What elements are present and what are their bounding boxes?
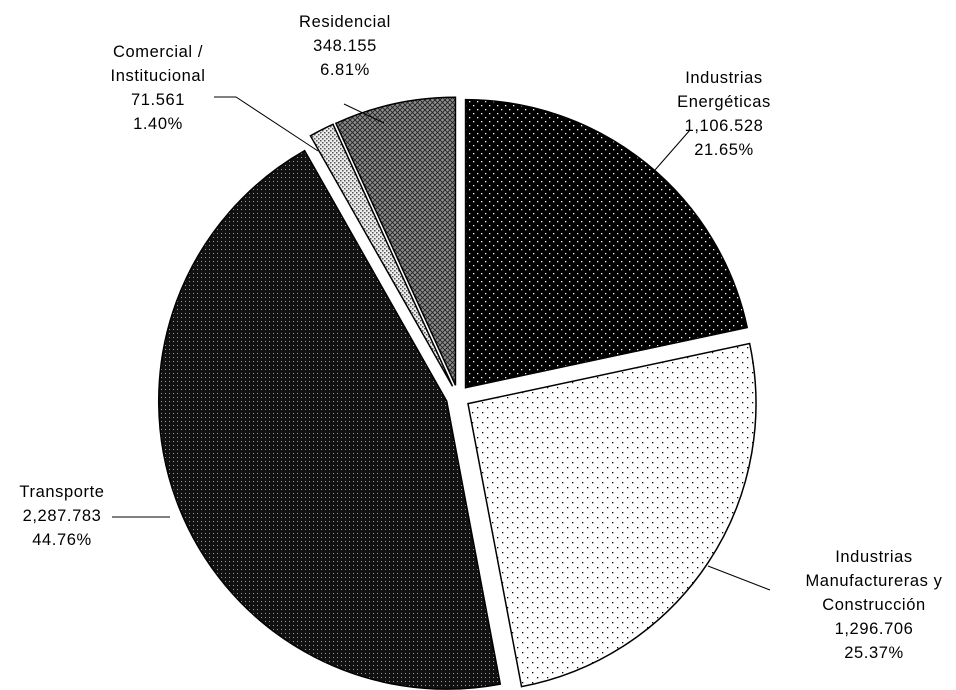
leader-line-industrias-manufactureras-y-construccion (707, 565, 771, 591)
label-name-line: Institucional (111, 67, 206, 85)
data-label-residencial: Residencial 348.155 6.81% (299, 13, 391, 79)
label-name-line: Energéticas (677, 93, 771, 111)
data-label-industrias-manufactureras-y-construccion: Industrias Manufactureras y Construcción 1,… (805, 548, 942, 662)
data-labels: Industrias Energéticas 1,106.528 21.65%Indu… (19, 13, 942, 662)
label-name-line: Residencial (299, 13, 391, 31)
leader-lines (112, 96, 771, 591)
pie-slice-comercial-institucional (309, 123, 454, 387)
label-name-line: Construcción (822, 596, 926, 614)
label-percent: 1.40% (133, 115, 183, 133)
label-percent: 44.76% (32, 531, 92, 549)
leader-line-residencial (343, 103, 385, 124)
leader-line-comercial-institucional (214, 96, 319, 152)
data-label-industrias-energeticas: Industrias Energéticas 1,106.528 21.65% (677, 69, 771, 159)
label-percent: 6.81% (320, 61, 370, 79)
label-value: 348.155 (313, 37, 377, 55)
pie-slice-residencial (334, 96, 457, 386)
label-name-line: Comercial / (113, 43, 203, 61)
label-percent: 21.65% (694, 141, 754, 159)
label-value: 71.561 (131, 91, 185, 109)
data-label-transporte: Transporte 2,287.783 44.76% (19, 483, 104, 549)
label-percent: 25.37% (844, 644, 904, 662)
leader-line-industrias-energeticas (647, 129, 691, 179)
pie-slice-industrias-manufactureras-y-construccion (467, 342, 757, 688)
label-value: 1,296.706 (835, 620, 914, 638)
pie-slice-transporte (158, 149, 502, 690)
label-name-line: Transporte (19, 483, 104, 501)
label-value: 2,287.783 (23, 507, 102, 525)
pie-slices (158, 96, 757, 690)
label-name-line: Industrias (835, 548, 913, 566)
data-label-comercial-institucional: Comercial / Institucional 71.561 1.40% (111, 43, 206, 133)
label-value: 1,106.528 (685, 117, 764, 135)
label-name-line: Industrias (685, 69, 763, 87)
pie-slice-industrias-energeticas (464, 98, 749, 389)
label-name-line: Manufactureras y (805, 572, 942, 590)
